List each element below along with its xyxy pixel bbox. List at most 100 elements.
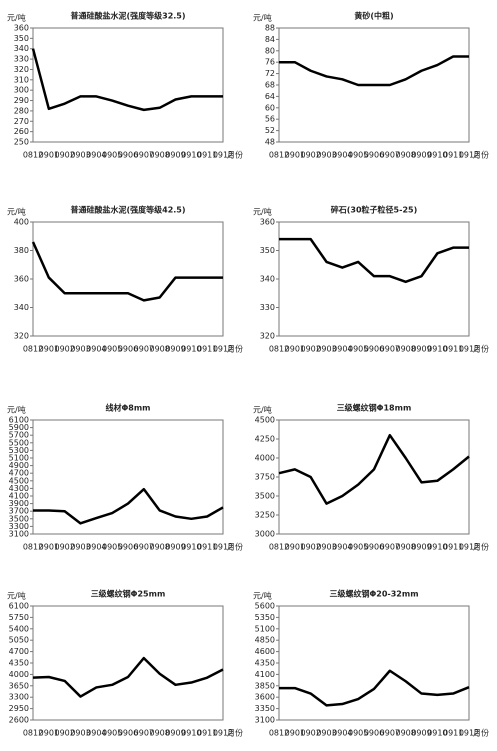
y-tick-label: 340: [14, 44, 29, 53]
y-tick-label: 60: [265, 103, 275, 112]
y-tick-label: 3300: [9, 522, 29, 531]
x-tick-label: 0908: [395, 345, 415, 354]
y-tick-label: 280: [14, 106, 29, 115]
x-tick-label: 0902: [300, 345, 320, 354]
y-tick-label: 3500: [9, 514, 29, 523]
x-tick-label: 0902: [300, 729, 320, 738]
y-tick-label: 3900: [9, 499, 29, 508]
y-unit: 元/吨: [253, 207, 272, 217]
x-tick-label: 0812: [23, 543, 43, 552]
x-tick-label: 0910: [427, 729, 447, 738]
x-tick-label: 0812: [269, 345, 289, 354]
y-tick-label: 5100: [9, 454, 29, 463]
x-axis-label: 月份: [473, 150, 489, 160]
x-tick-label: 0902: [300, 543, 320, 552]
x-tick-label: 0905: [348, 729, 368, 738]
y-tick-label: 4100: [255, 670, 275, 679]
x-tick-label: 0910: [427, 543, 447, 552]
x-tick-label: 0901: [285, 345, 305, 354]
plot-frame: [32, 419, 224, 535]
x-tick-label: 0907: [134, 729, 154, 738]
x-tick-label: 0906: [118, 729, 138, 738]
y-tick-label: 2600: [9, 716, 29, 725]
y-unit: 元/吨: [7, 207, 26, 217]
y-tick-label: 64: [265, 92, 275, 101]
line: [33, 487, 224, 525]
y-tick-label: 4100: [9, 492, 29, 501]
y-tick-label: 3100: [255, 716, 275, 725]
x-tick-label: 0901: [39, 345, 59, 354]
x-tick-label: 0812: [269, 543, 289, 552]
x-tick-label: 0912: [459, 543, 479, 552]
x-tick-label: 0904: [86, 729, 106, 738]
y-tick-label: 340: [14, 303, 29, 312]
x-tick-label: 0909: [411, 729, 431, 738]
y-tick-label: 330: [260, 303, 275, 312]
x-tick-label: 0910: [181, 151, 201, 160]
x-axis-label: 月份: [473, 728, 489, 738]
x-tick-label: 0901: [39, 729, 59, 738]
x-tick-label: 0908: [395, 543, 415, 552]
x-tick-label: 0908: [149, 345, 169, 354]
y-tick-label: 56: [265, 115, 275, 124]
x-tick-label: 0901: [39, 151, 59, 160]
y-tick-label: 360: [14, 275, 29, 284]
y-tick-label: 6100: [9, 416, 29, 425]
y-tick-label: 5900: [9, 423, 29, 432]
x-tick-label: 0905: [348, 543, 368, 552]
chart-title: 三级螺纹钢Φ25mm: [91, 589, 166, 599]
x-axis-label: 月份: [227, 728, 243, 738]
x-tick-label: 0812: [23, 345, 43, 354]
y-tick-label: 360: [260, 218, 275, 227]
x-tick-label: 0812: [269, 151, 289, 160]
x-tick-label: 0912: [213, 729, 233, 738]
x-tick-label: 0903: [316, 151, 336, 160]
y-tick-label: 5400: [9, 624, 29, 633]
y-tick-label: 340: [260, 275, 275, 284]
y-tick-label: 300: [14, 86, 29, 95]
x-tick-label: 0912: [459, 729, 479, 738]
x-tick-label: 0911: [197, 151, 217, 160]
x-tick-label: 0901: [285, 151, 305, 160]
x-tick-label: 0911: [443, 151, 463, 160]
x-tick-label: 0911: [443, 345, 463, 354]
x-tick-label: 0908: [149, 729, 169, 738]
y-tick-label: 3850: [255, 681, 275, 690]
x-tick-label: 0911: [197, 543, 217, 552]
x-tick-label: 0910: [427, 151, 447, 160]
x-tick-label: 0906: [118, 543, 138, 552]
y-tick-label: 3600: [255, 693, 275, 702]
x-tick-label: 0911: [197, 729, 217, 738]
x-tick-label: 0904: [332, 729, 352, 738]
x-tick-label: 0903: [70, 345, 90, 354]
y-tick-label: 5600: [255, 602, 275, 611]
y-tick-label: 68: [265, 81, 275, 90]
x-tick-label: 0912: [213, 345, 233, 354]
x-tick-label: 0904: [86, 345, 106, 354]
y-tick-label: 330: [14, 55, 29, 64]
y-tick-label: 80: [265, 46, 275, 55]
y-tick-label: 3250: [255, 511, 275, 520]
x-tick-label: 0910: [181, 345, 201, 354]
y-unit: 元/吨: [253, 405, 272, 415]
x-tick-label: 0907: [134, 151, 154, 160]
x-tick-label: 0908: [395, 729, 415, 738]
x-tick-label: 0812: [23, 729, 43, 738]
x-tick-label: 0902: [54, 345, 74, 354]
line: [279, 669, 470, 707]
x-tick-label: 0907: [134, 345, 154, 354]
x-tick-label: 0909: [165, 543, 185, 552]
y-tick-label: 4300: [9, 484, 29, 493]
y-tick-label: 3000: [255, 530, 275, 539]
x-tick-label: 0911: [443, 729, 463, 738]
x-tick-label: 0908: [149, 151, 169, 160]
y-tick-label: 4350: [255, 659, 275, 668]
y-unit: 元/吨: [7, 405, 26, 415]
x-tick-label: 0903: [70, 543, 90, 552]
x-tick-label: 0910: [181, 729, 201, 738]
x-axis-label: 月份: [473, 542, 489, 552]
x-tick-label: 0912: [213, 151, 233, 160]
y-tick-label: 4900: [9, 461, 29, 470]
x-tick-label: 0902: [54, 543, 74, 552]
y-tick-label: 3650: [9, 681, 29, 690]
